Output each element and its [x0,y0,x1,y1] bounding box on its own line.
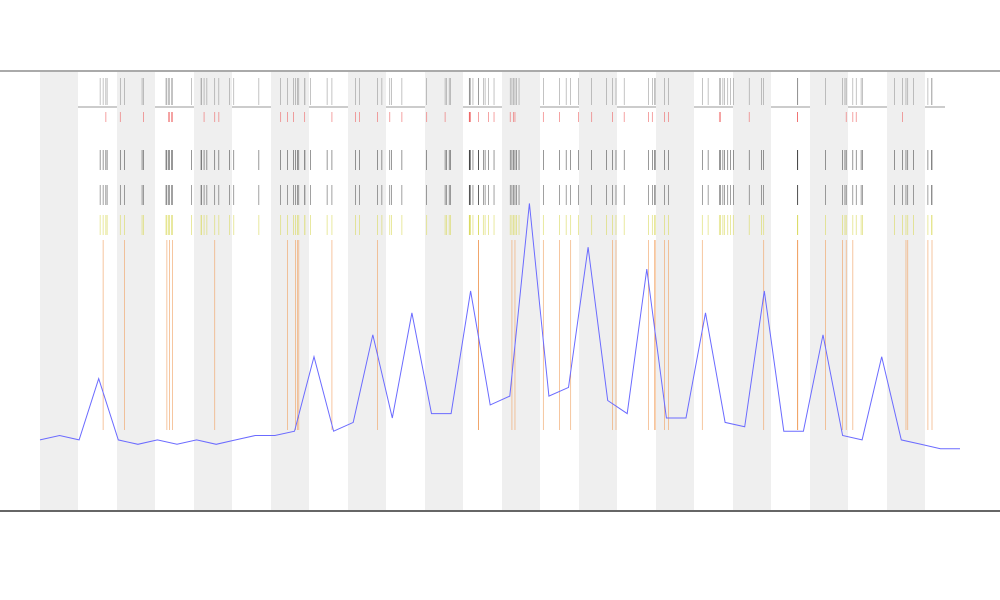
band [425,72,463,510]
band [656,72,694,510]
band [40,72,78,510]
background-bands [40,72,925,510]
band [271,72,309,510]
band [733,72,771,510]
data-line [39,203,960,450]
band [117,72,155,510]
band [502,72,540,510]
band [348,72,386,510]
band [810,72,848,510]
band [194,72,232,510]
band [579,72,617,510]
